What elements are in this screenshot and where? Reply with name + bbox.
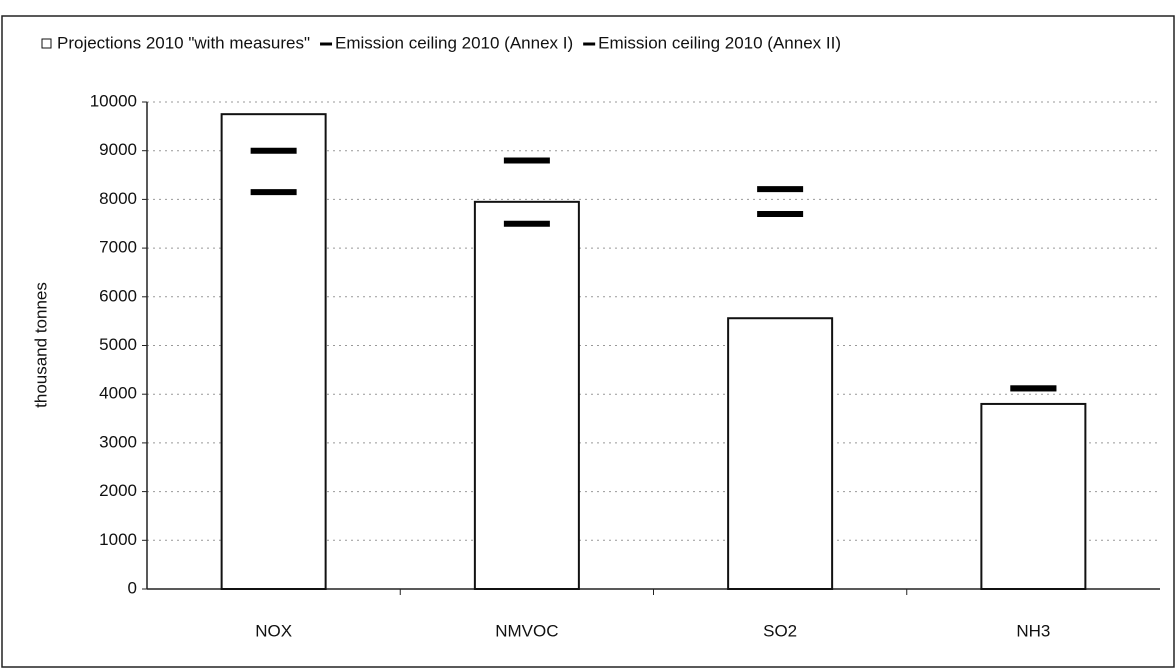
x-tick-label: NMVOC [495,621,558,640]
y-tick-label: 10000 [90,91,137,110]
legend-label: Projections 2010 "with measures" [57,33,310,52]
y-tick-label: 9000 [99,140,137,159]
y-tick-label: 6000 [99,286,137,305]
x-tick-label: SO2 [763,621,797,640]
bar [473,200,580,591]
y-tick-label: 4000 [99,384,137,403]
y-axis-label: thousand tonnes [31,282,50,408]
y-tick-label: 1000 [99,530,137,549]
y-tick-label: 7000 [99,238,137,257]
bar [220,113,327,591]
y-tick-label: 2000 [99,481,137,500]
x-tick-label: NH3 [1016,621,1050,640]
chart-frame [1,15,1175,668]
legend: Projections 2010 "with measures" Emission… [41,33,841,52]
legend-label: Emission ceiling 2010 (Annex II) [598,33,841,52]
y-tick-label: 3000 [99,432,137,451]
x-tick-label: NOX [255,621,292,640]
legend-swatch [41,38,52,49]
bar [980,402,1087,590]
legend-label: Emission ceiling 2010 (Annex I) [335,33,573,52]
bar [727,317,834,590]
y-tick-label: 8000 [99,189,137,208]
y-tick-label: 5000 [99,335,137,354]
y-tick-label: 0 [128,578,137,597]
